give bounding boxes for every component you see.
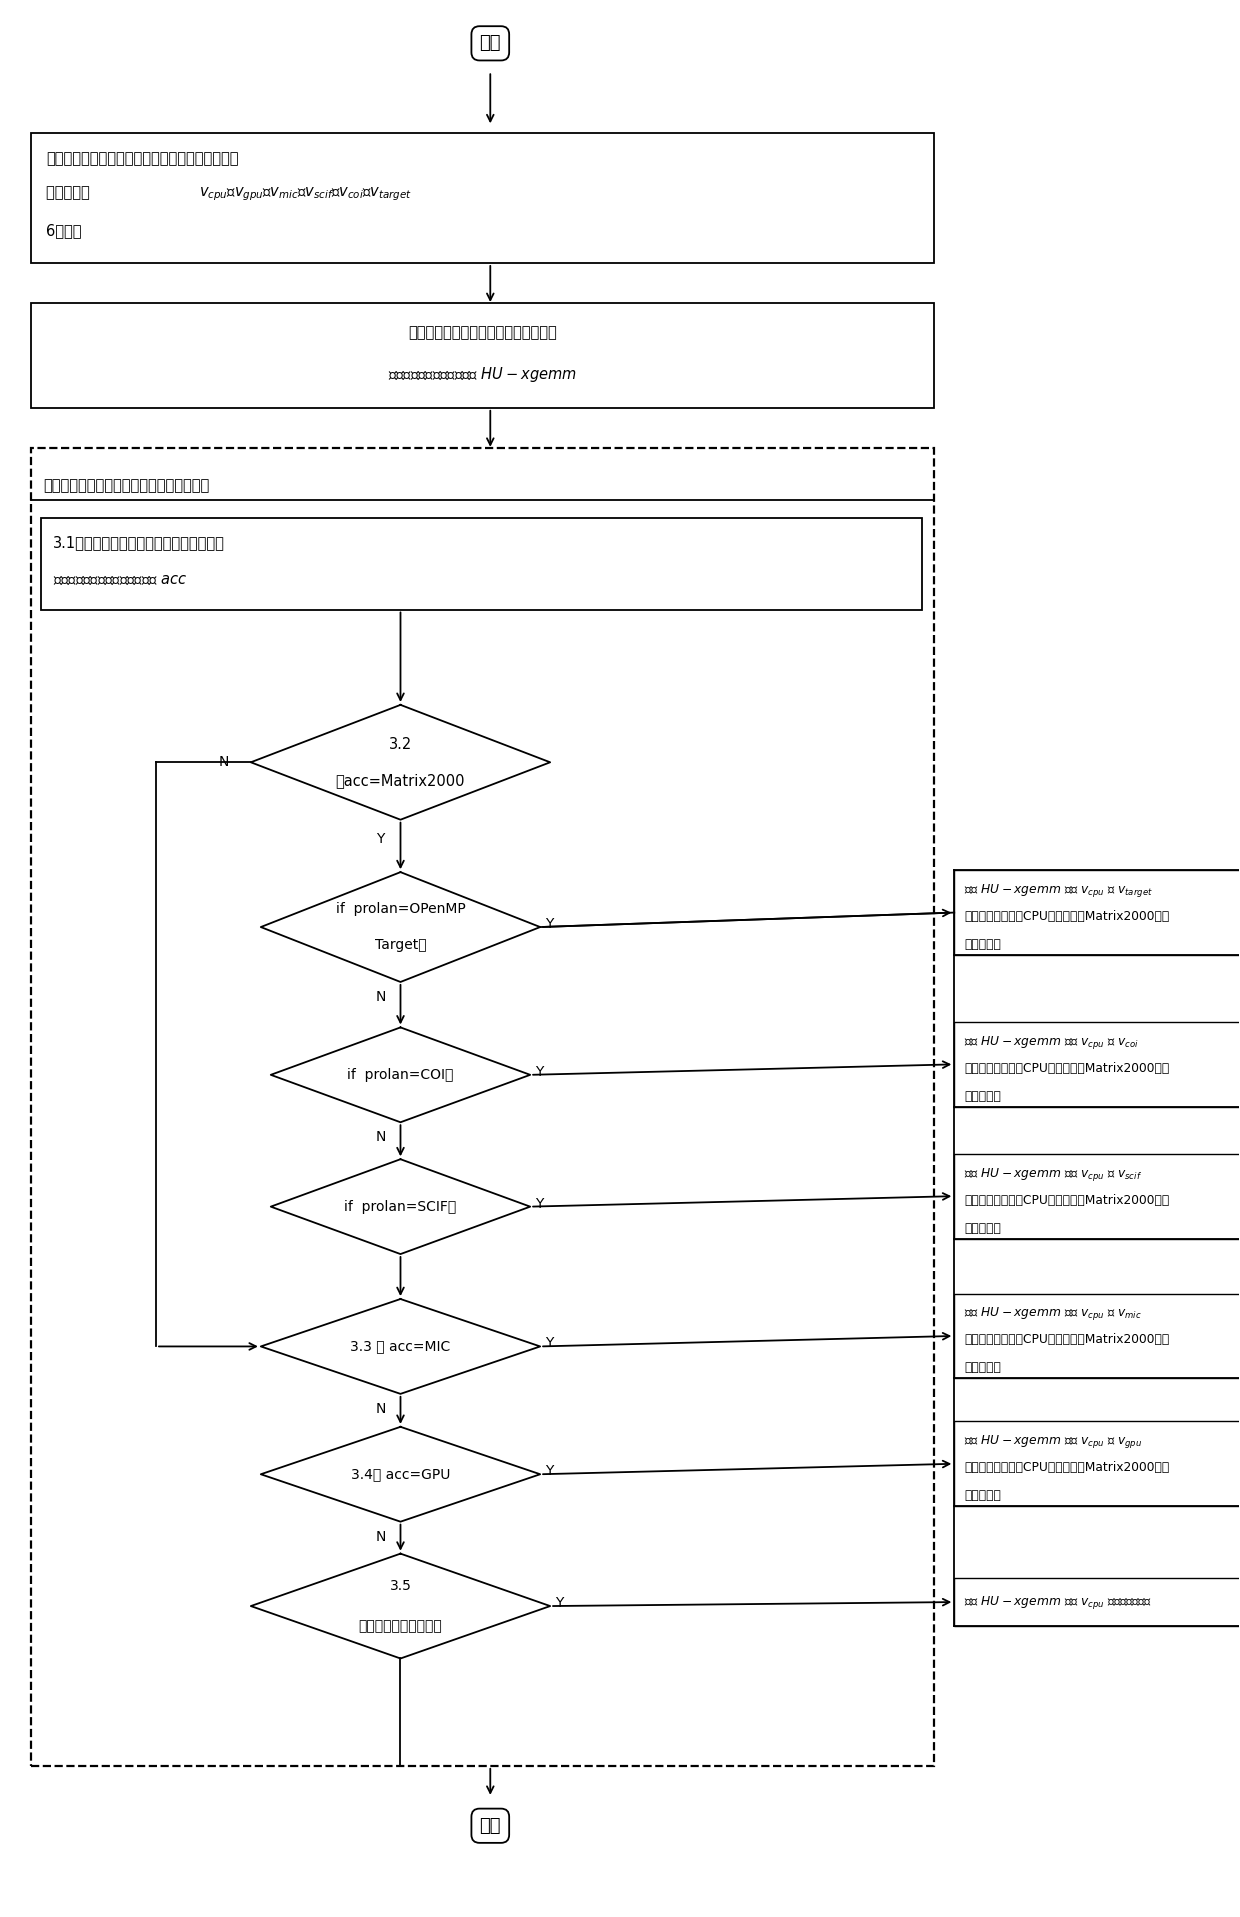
- Text: Y: Y: [536, 1064, 543, 1079]
- Text: 第一步、设计面向异构融合体系结构的分块矩阵乘: 第一步、设计面向异构融合体系结构的分块矩阵乘: [46, 151, 239, 167]
- Text: 令加速器类型变量为加速器类型 $acc$: 令加速器类型变量为加速器类型 $acc$: [53, 573, 187, 587]
- Text: Y: Y: [546, 916, 553, 932]
- Text: Y: Y: [536, 1196, 543, 1212]
- FancyBboxPatch shape: [955, 1154, 1240, 1238]
- FancyBboxPatch shape: [955, 1294, 1240, 1378]
- Text: 若系统中无专用加速器: 若系统中无专用加速器: [358, 1620, 443, 1633]
- Text: 第二步、集成异构融合多版本矩阵乘，: 第二步、集成异构融合多版本矩阵乘，: [408, 324, 557, 339]
- FancyBboxPatch shape: [31, 303, 934, 408]
- Text: 分别完成主处理器CPU端和加速器Matrix2000端的: 分别完成主处理器CPU端和加速器Matrix2000端的: [965, 1334, 1169, 1346]
- Text: N: N: [218, 755, 229, 769]
- Text: N: N: [376, 1530, 386, 1543]
- Text: Y: Y: [546, 1336, 553, 1350]
- FancyBboxPatch shape: [955, 1578, 1240, 1626]
- Text: 分别完成主处理器CPU端和加速器Matrix2000端的: 分别完成主处理器CPU端和加速器Matrix2000端的: [965, 1062, 1169, 1075]
- Text: 矩阵乘计算: 矩阵乘计算: [965, 1490, 1001, 1503]
- Text: Y: Y: [546, 1465, 553, 1478]
- FancyBboxPatch shape: [955, 870, 1240, 955]
- Text: 结束: 结束: [480, 1817, 501, 1835]
- Text: 生成异构融合版本的库文件 $HU-xgemm$: 生成异构融合版本的库文件 $HU-xgemm$: [388, 364, 577, 383]
- Text: Y: Y: [377, 832, 384, 845]
- Text: if  prolan=COI？: if prolan=COI？: [347, 1068, 454, 1081]
- Text: 开始: 开始: [480, 35, 501, 52]
- Text: N: N: [376, 1401, 386, 1417]
- FancyBboxPatch shape: [955, 1420, 1240, 1507]
- Text: 矩阵乘计算: 矩阵乘计算: [965, 937, 1001, 951]
- Text: 调用 $HU-xgemm$ 中的 $v_{cpu}$ 和 $v_{target}$: 调用 $HU-xgemm$ 中的 $v_{cpu}$ 和 $v_{target}…: [965, 882, 1153, 899]
- Text: 3.1查询异构融合体系结构中加速器类型，: 3.1查询异构融合体系结构中加速器类型，: [53, 535, 226, 550]
- Text: 3.5: 3.5: [389, 1580, 412, 1593]
- Text: 矩阵乘计算: 矩阵乘计算: [965, 1221, 1001, 1235]
- Text: 分别完成主处理器CPU端和加速器Matrix2000端的: 分别完成主处理器CPU端和加速器Matrix2000端的: [965, 1194, 1169, 1206]
- FancyBboxPatch shape: [41, 518, 923, 610]
- Text: if  prolan=OPenMP: if prolan=OPenMP: [336, 903, 465, 916]
- Text: if  prolan=SCIF？: if prolan=SCIF？: [345, 1200, 456, 1213]
- Text: 分别完成主处理器CPU端和加速器Matrix2000端的: 分别完成主处理器CPU端和加速器Matrix2000端的: [965, 1461, 1169, 1474]
- Text: 3.2: 3.2: [389, 736, 412, 751]
- Text: 矩阵乘计算: 矩阵乘计算: [965, 1361, 1001, 1374]
- Text: 矩阵乘计算: 矩阵乘计算: [965, 1089, 1001, 1102]
- Text: 调用 $HU-xgemm$ 中的 $v_{cpu}$ 完成矩阵乘计算: 调用 $HU-xgemm$ 中的 $v_{cpu}$ 完成矩阵乘计算: [965, 1593, 1152, 1610]
- Text: Y: Y: [556, 1597, 563, 1610]
- Text: 调用 $HU-xgemm$ 中的 $v_{cpu}$ 和 $v_{mic}$: 调用 $HU-xgemm$ 中的 $v_{cpu}$ 和 $v_{mic}$: [965, 1305, 1142, 1323]
- Text: 6种版本: 6种版本: [46, 222, 82, 238]
- FancyBboxPatch shape: [31, 132, 934, 263]
- Text: 第三步、适配异构融合体系结构中的加速器: 第三步、适配异构融合体系结构中的加速器: [43, 477, 210, 493]
- Text: 调用 $HU-xgemm$ 中的 $v_{cpu}$ 和 $v_{gpu}$: 调用 $HU-xgemm$ 中的 $v_{cpu}$ 和 $v_{gpu}$: [965, 1434, 1142, 1451]
- Text: Target？: Target？: [374, 937, 427, 953]
- Text: 分别完成主处理器CPU端和加速器Matrix2000端的: 分别完成主处理器CPU端和加速器Matrix2000端的: [965, 911, 1169, 924]
- Text: 调用 $HU-xgemm$ 中的 $v_{cpu}$ 和 $v_{scif}$: 调用 $HU-xgemm$ 中的 $v_{cpu}$ 和 $v_{scif}$: [965, 1166, 1142, 1183]
- FancyBboxPatch shape: [955, 1022, 1240, 1106]
- Text: 若acc=Matrix2000: 若acc=Matrix2000: [336, 773, 465, 788]
- Text: 3.4若 acc=GPU: 3.4若 acc=GPU: [351, 1467, 450, 1482]
- Text: 调用 $HU-xgemm$ 中的 $v_{cpu}$ 和 $v_{coi}$: 调用 $HU-xgemm$ 中的 $v_{cpu}$ 和 $v_{coi}$: [965, 1033, 1140, 1051]
- Text: 3.3 若 acc=MIC: 3.3 若 acc=MIC: [351, 1340, 450, 1353]
- Text: N: N: [376, 989, 386, 1005]
- Text: 版本，得到: 版本，得到: [46, 186, 99, 199]
- Text: $v_{cpu}$、$v_{gpu}$、$v_{mic}$、$v_{scif}$、$v_{coi}$、$v_{target}$: $v_{cpu}$、$v_{gpu}$、$v_{mic}$、$v_{scif}$…: [198, 186, 412, 203]
- Text: N: N: [376, 1131, 386, 1144]
